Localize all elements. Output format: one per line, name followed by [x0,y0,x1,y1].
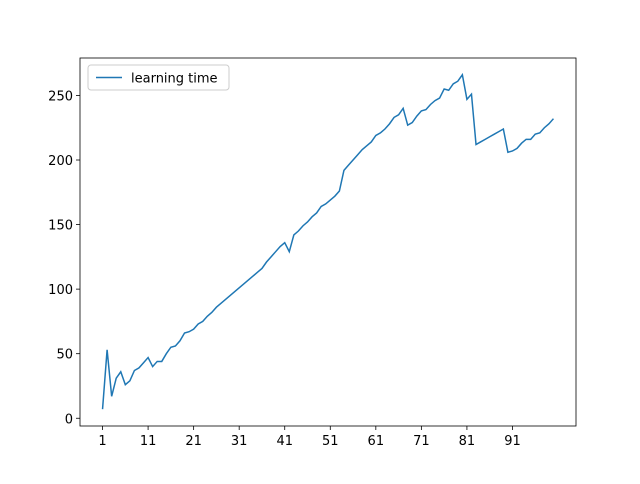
x-tick-label: 81 [459,434,476,449]
x-tick-label: 11 [140,434,157,449]
y-tick-label: 250 [48,89,73,104]
plot-frame [79,57,577,427]
x-tick-label: 41 [276,434,293,449]
y-tick-label: 100 [48,283,73,298]
x-tick-label: 1 [98,434,106,449]
legend-box [87,64,230,91]
y-tick-label: 150 [48,219,73,234]
line [101,72,555,410]
x-tick-label: 61 [368,434,385,449]
y-tick-label: 50 [56,348,73,363]
x-tick-label: 31 [231,434,248,449]
x-tick-label: 21 [185,434,202,449]
x-tick-label: 71 [413,434,430,449]
x-tick-label: 91 [504,434,521,449]
y-tick-label: 0 [65,412,73,427]
x-tick-label: 51 [322,434,339,449]
y-tick-label: 200 [48,154,73,169]
legend-label: learning time [131,72,218,87]
